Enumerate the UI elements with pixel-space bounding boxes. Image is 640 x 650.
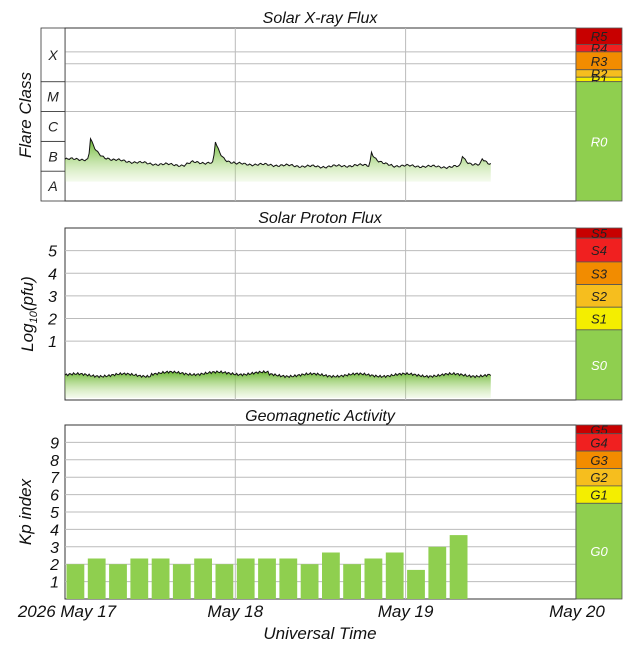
scale-label-s5: S5 (591, 226, 608, 241)
proton-fill (65, 370, 491, 398)
kp-ytick-label: 8 (50, 453, 59, 470)
kp-bars (66, 535, 468, 599)
x-tick-label: May 19 (378, 602, 434, 621)
scale-label-r3: R3 (591, 54, 608, 69)
radiation-storm-scale: S5 S4 S3 S2 S1 S0 (575, 226, 623, 401)
proton-flux-area (64, 369, 492, 398)
proton-line (64, 369, 492, 379)
proton-ylabel-sub: 10 (28, 310, 40, 323)
kp-bar (385, 552, 404, 599)
x-axis-label: Universal Time (263, 624, 376, 643)
xray-ylabel: Flare Class (16, 72, 35, 158)
scale-label-r0: R0 (591, 134, 608, 149)
kp-bar (236, 558, 255, 599)
scale-band-g0 (575, 502, 623, 600)
proton-ylabel-rest: (pfu) (18, 276, 37, 311)
x-tick-label: 2026 May 17 (17, 602, 117, 621)
kp-bar (66, 564, 85, 599)
kp-bar (449, 535, 468, 599)
kp-bar (87, 558, 106, 599)
kp-ytick-label: 3 (50, 540, 59, 557)
class-label-a: A (47, 178, 57, 194)
kp-bar (343, 564, 361, 599)
class-label-c: C (48, 118, 59, 134)
scale-label-g3: G3 (590, 453, 608, 468)
kp-grid (65, 425, 576, 599)
kp-ytick-label: 6 (50, 488, 59, 505)
xray-line (64, 137, 492, 170)
kp-ytick-label: 5 (50, 505, 59, 522)
proton-ylabel-main: Log (18, 323, 37, 352)
scale-label-s4: S4 (591, 243, 607, 258)
kp-bar (258, 558, 276, 599)
scale-label-s0: S0 (591, 358, 608, 373)
proton-title: Solar Proton Flux (258, 210, 383, 227)
class-box-a (40, 170, 66, 202)
scale-label-g0: G0 (590, 544, 608, 559)
kp-title: Geomagnetic Activity (245, 408, 396, 425)
kp-bar (215, 564, 234, 599)
class-label-x: X (47, 47, 58, 63)
scale-label-g2: G2 (590, 470, 608, 485)
proton-ytick-label: 5 (48, 244, 57, 261)
kp-bar (300, 564, 319, 599)
xray-flux-area (64, 137, 492, 182)
proton-ytick-label: 4 (48, 266, 57, 283)
kp-bar (428, 546, 447, 599)
scale-label-s3: S3 (591, 266, 608, 281)
kp-bar (364, 558, 383, 599)
proton-yticks: 1 2 3 4 5 (47, 244, 57, 352)
scale-band-r0 (575, 81, 623, 202)
kp-ytick-label: 7 (50, 470, 60, 487)
kp-ytick-label: 1 (50, 575, 59, 592)
proton-plot-frame (64, 227, 577, 401)
kp-ytick-label: 2 (49, 557, 59, 574)
kp-bar (130, 558, 149, 599)
kp-bar (279, 558, 298, 599)
class-box-m (40, 81, 66, 112)
scale-label-g1: G1 (590, 488, 607, 503)
xray-title: Solar X-ray Flux (263, 10, 379, 27)
proton-panel: Solar Proton Flux 1 2 3 4 5 S5 S4 S3 S2 S1 S0 Log… (18, 210, 623, 401)
scale-label-s2: S2 (591, 289, 608, 304)
kp-bar (109, 564, 127, 599)
class-box-x (40, 27, 66, 83)
proton-ylabel: Log10(pfu) (18, 276, 40, 352)
kp-bar (194, 558, 212, 599)
proton-ytick-label: 3 (48, 289, 57, 306)
kp-bar (151, 558, 170, 599)
x-axis-ticks: 2026 May 17 May 18 May 19 May 20 (17, 602, 606, 621)
xray-fill (65, 138, 491, 182)
proton-grid (65, 228, 576, 400)
kp-bar (322, 552, 340, 599)
kp-ytick-label: 4 (50, 522, 59, 539)
x-tick-label: May 20 (549, 602, 605, 621)
kp-ylabel: Kp index (16, 478, 35, 545)
scale-band-s0 (575, 329, 623, 401)
scale-label-s1: S1 (591, 312, 607, 327)
class-label-b: B (48, 148, 57, 164)
proton-ytick-label: 1 (48, 334, 57, 351)
proton-ytick-label: 2 (47, 312, 57, 329)
scale-label-g4: G4 (590, 435, 607, 450)
kp-bar (172, 564, 191, 599)
kp-bar (407, 569, 425, 599)
kp-ytick-label: 9 (50, 435, 59, 452)
class-box-b (40, 140, 66, 172)
x-tick-label: May 18 (207, 602, 263, 621)
class-label-m: M (47, 89, 59, 105)
scale-label-r5: R5 (591, 29, 608, 44)
